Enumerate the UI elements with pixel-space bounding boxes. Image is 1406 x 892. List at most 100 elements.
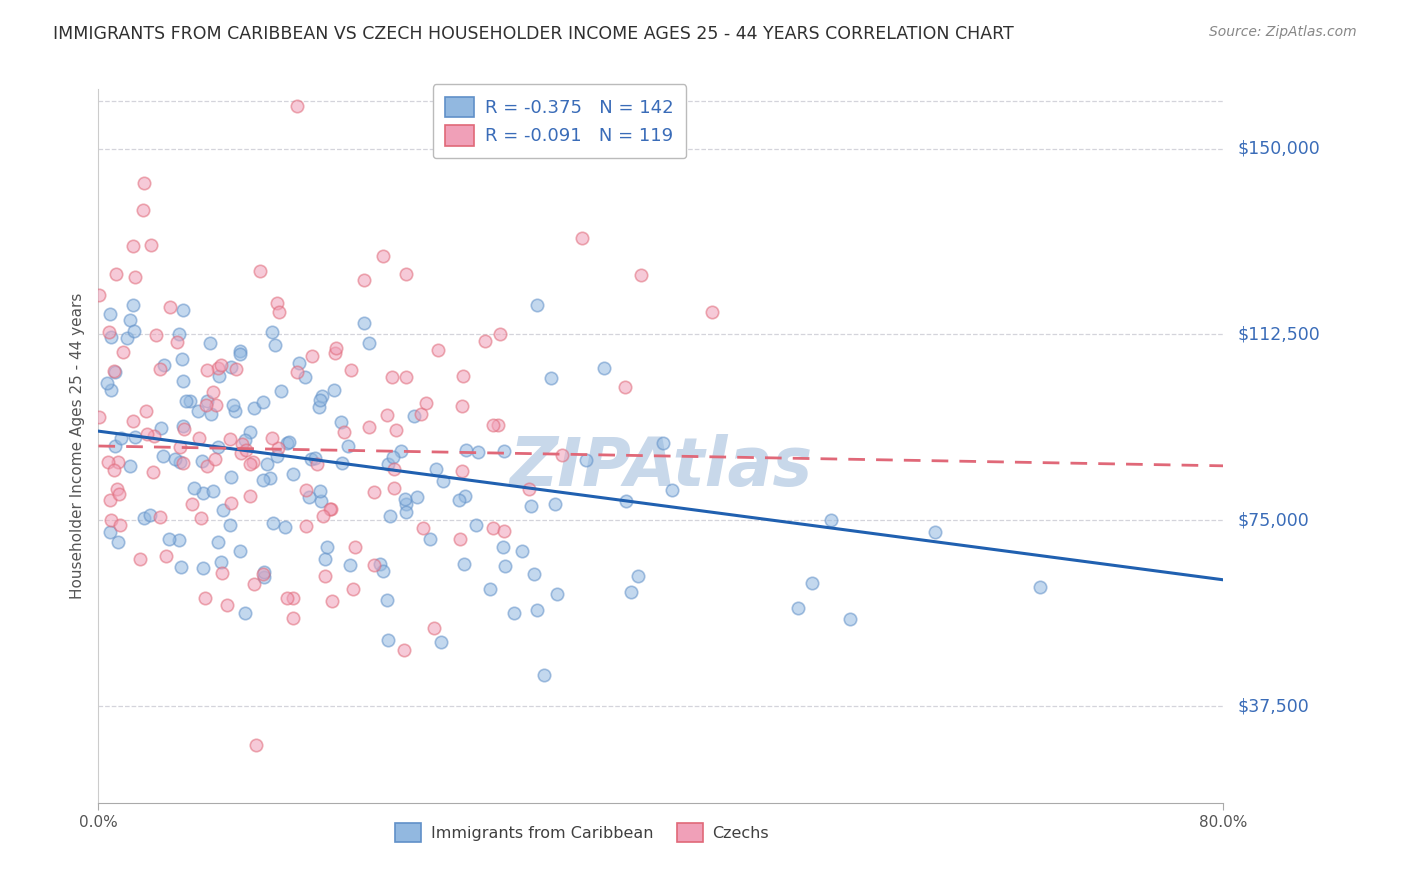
Point xyxy=(100,307,122,321)
Point xyxy=(382,462,405,476)
Point xyxy=(311,389,333,403)
Point xyxy=(153,358,176,372)
Point xyxy=(100,384,122,398)
Point xyxy=(245,739,267,753)
Point xyxy=(544,497,567,511)
Point xyxy=(167,533,190,548)
Point xyxy=(395,268,418,282)
Point xyxy=(200,408,222,422)
Point xyxy=(110,431,132,445)
Point xyxy=(194,591,217,606)
Point xyxy=(120,313,142,327)
Point xyxy=(229,543,252,558)
Point xyxy=(314,551,336,566)
Point xyxy=(195,363,218,377)
Point xyxy=(375,408,398,422)
Point xyxy=(215,598,238,612)
Point xyxy=(197,393,219,408)
Point xyxy=(395,497,418,511)
Point xyxy=(235,442,257,457)
Point xyxy=(259,471,281,485)
Point xyxy=(339,558,361,572)
Point xyxy=(195,398,218,412)
Point xyxy=(510,544,533,558)
Point xyxy=(266,450,288,464)
Point xyxy=(267,304,290,318)
Point xyxy=(104,365,127,379)
Point xyxy=(233,607,256,621)
Point xyxy=(207,441,229,455)
Point xyxy=(152,449,174,463)
Point xyxy=(187,404,209,418)
Point xyxy=(451,399,474,413)
Point xyxy=(412,521,434,535)
Point xyxy=(100,512,122,526)
Point xyxy=(378,509,401,524)
Point xyxy=(229,446,252,460)
Point xyxy=(209,358,232,372)
Point xyxy=(571,231,593,245)
Point xyxy=(100,492,122,507)
Point xyxy=(266,296,288,310)
Point xyxy=(839,612,862,626)
Point xyxy=(188,431,211,445)
Point xyxy=(340,363,363,377)
Point xyxy=(165,451,187,466)
Legend: Immigrants from Caribbean, Czechs: Immigrants from Caribbean, Czechs xyxy=(389,817,775,848)
Text: ZIPAtlas: ZIPAtlas xyxy=(509,434,813,500)
Point xyxy=(344,541,367,555)
Point xyxy=(467,444,489,458)
Point xyxy=(298,491,321,505)
Point xyxy=(243,577,266,591)
Point xyxy=(172,374,194,388)
Point xyxy=(270,384,292,399)
Point xyxy=(305,457,328,471)
Point xyxy=(172,303,194,318)
Point xyxy=(1029,580,1052,594)
Point xyxy=(651,435,673,450)
Point xyxy=(242,401,264,416)
Point xyxy=(122,324,145,338)
Point xyxy=(382,481,405,495)
Point xyxy=(242,455,264,469)
Point xyxy=(105,267,128,281)
Point xyxy=(299,452,322,467)
Point xyxy=(449,493,471,508)
Point xyxy=(143,429,166,443)
Point xyxy=(377,632,399,647)
Point xyxy=(409,407,432,421)
Point xyxy=(89,288,111,302)
Point xyxy=(614,494,637,508)
Point xyxy=(363,485,385,500)
Point xyxy=(179,393,201,408)
Point xyxy=(702,304,724,318)
Point xyxy=(107,534,129,549)
Point xyxy=(613,380,636,394)
Point xyxy=(415,395,437,409)
Point xyxy=(316,540,339,554)
Point xyxy=(449,532,471,546)
Point xyxy=(97,455,120,469)
Point xyxy=(231,436,253,450)
Point xyxy=(173,421,195,435)
Point xyxy=(359,336,381,351)
Text: Source: ZipAtlas.com: Source: ZipAtlas.com xyxy=(1209,25,1357,39)
Point xyxy=(801,576,824,591)
Point xyxy=(627,569,650,583)
Point xyxy=(533,667,555,681)
Point xyxy=(274,520,297,534)
Point xyxy=(121,414,143,428)
Point xyxy=(181,497,204,511)
Point xyxy=(207,361,229,376)
Point xyxy=(425,461,447,475)
Point xyxy=(492,444,515,458)
Point xyxy=(308,400,330,414)
Point xyxy=(321,593,343,607)
Point xyxy=(170,559,193,574)
Point xyxy=(253,570,276,584)
Point xyxy=(239,457,262,471)
Point xyxy=(262,516,284,530)
Point xyxy=(239,489,262,503)
Point xyxy=(100,524,122,539)
Point xyxy=(260,325,283,339)
